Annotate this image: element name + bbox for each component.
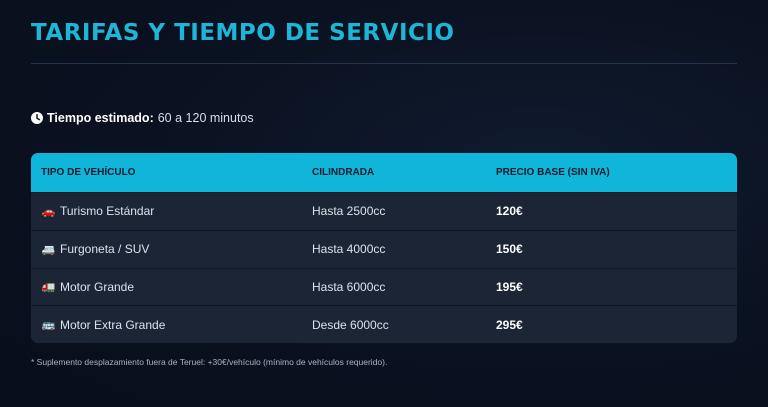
- vehicle-name: Turismo Estándar: [60, 204, 155, 219]
- price-cell: 195€: [496, 279, 523, 294]
- price-cell: 295€: [496, 317, 523, 332]
- table-row: 🚐 Furgoneta / SUV Hasta 4000cc 150€: [31, 229, 737, 268]
- bus-icon: 🚌: [41, 319, 56, 332]
- vehicle-cell: 🚌 Motor Extra Grande: [31, 318, 312, 332]
- vehicle-name: Motor Grande: [60, 279, 135, 294]
- time-label: Tiempo estimado:: [47, 111, 154, 125]
- title-divider: [31, 63, 737, 64]
- vehicle-name: Motor Extra Grande: [60, 317, 166, 332]
- car-icon: 🚗: [41, 205, 56, 218]
- estimated-time: Tiempo estimado: 60 a 120 minutos: [31, 111, 254, 125]
- van-icon: 🚐: [41, 243, 56, 256]
- clock-icon: [31, 112, 43, 124]
- table-row: 🚗 Turismo Estándar Hasta 2500cc 120€: [31, 192, 737, 230]
- column-header-price: PRECIO BASE (SIN IVA): [496, 167, 610, 178]
- column-header-cc: CILINDRADA: [312, 167, 375, 178]
- cc-cell: Hasta 4000cc: [312, 242, 386, 257]
- table-row: 🚌 Motor Extra Grande Desde 6000cc 295€: [31, 305, 737, 343]
- cc-cell: Desde 6000cc: [312, 317, 389, 332]
- vehicle-cell: 🚗 Turismo Estándar: [31, 204, 312, 218]
- truck-icon: 🚛: [41, 281, 56, 294]
- page-title: TARIFAS Y TIEMPO DE SERVICIO: [31, 20, 455, 46]
- vehicle-cell: 🚐 Furgoneta / SUV: [31, 242, 312, 256]
- table-header: TIPO DE VEHÍCULO CILINDRADA PRECIO BASE …: [31, 153, 737, 192]
- rates-table: TIPO DE VEHÍCULO CILINDRADA PRECIO BASE …: [31, 153, 737, 343]
- vehicle-cell: 🚛 Motor Grande: [31, 280, 312, 294]
- time-value: 60 a 120 minutos: [157, 111, 254, 125]
- cc-cell: Hasta 6000cc: [312, 279, 386, 294]
- vehicle-name: Furgoneta / SUV: [60, 242, 150, 257]
- price-cell: 120€: [496, 204, 523, 219]
- cc-cell: Hasta 2500cc: [312, 204, 386, 219]
- price-cell: 150€: [496, 242, 523, 257]
- footnote: * Suplemento desplazamiento fuera de Ter…: [31, 357, 388, 367]
- column-header-vehicle: TIPO DE VEHÍCULO: [41, 167, 136, 178]
- table-row: 🚛 Motor Grande Hasta 6000cc 195€: [31, 267, 737, 306]
